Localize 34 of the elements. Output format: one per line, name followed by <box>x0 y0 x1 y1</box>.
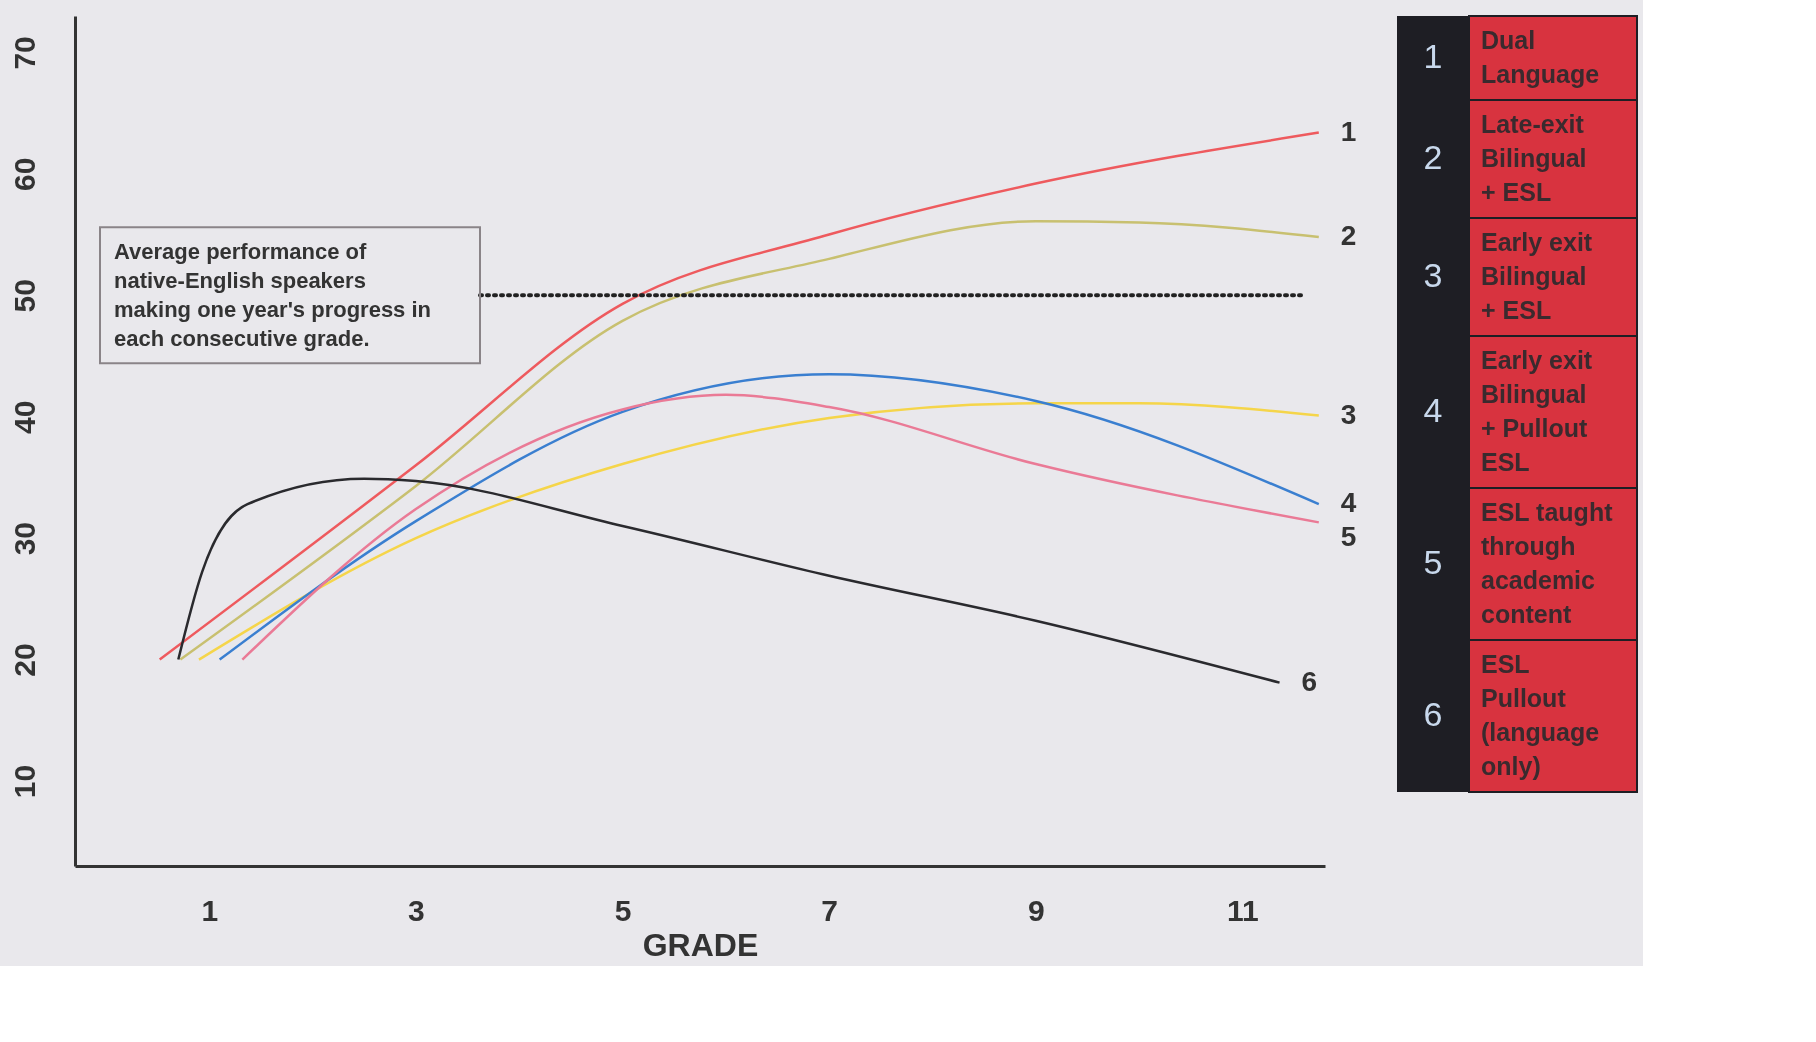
text: 3 <box>1340 398 1357 430</box>
y-tick-label: 70 <box>7 36 41 70</box>
text: 5 <box>1423 543 1443 581</box>
y-tick-label: 30 <box>7 521 41 556</box>
text: Early exit Bilingual + Pullout ESL <box>1481 346 1593 476</box>
line-series <box>177 477 1281 684</box>
y-tick-label: 10 <box>7 764 41 799</box>
y-tick-label: 50 <box>7 279 41 313</box>
annotation: 6 <box>1301 665 1318 697</box>
x-tick-label: 11 <box>1227 893 1259 927</box>
text: 4 <box>1423 391 1443 429</box>
text: 6 <box>1423 695 1443 733</box>
text: 3 <box>1423 256 1443 294</box>
text: 4 <box>1340 487 1357 519</box>
x-tick-label: 5 <box>614 893 632 927</box>
x-tick-label: 3 <box>408 893 425 927</box>
text: ESL Pullout (language only) <box>1481 650 1600 780</box>
y-tick-label: 40 <box>7 400 41 434</box>
x-tick-label: 1 <box>201 893 219 927</box>
text: 5 <box>1340 521 1357 553</box>
x-tick-label: 9 <box>1027 893 1045 927</box>
text: ESL taught through academic content <box>1481 498 1614 628</box>
text: 2 <box>1423 138 1443 176</box>
text: 1 <box>1423 37 1443 75</box>
text: 2 <box>1340 220 1357 251</box>
text: 1 <box>1340 115 1357 147</box>
x-axis-title: GRADE <box>642 926 759 963</box>
text: Dual Language <box>1481 26 1600 88</box>
ref-line-label: Average performance of native-English speakers making one year's progress in each consecutive grade. <box>114 238 432 351</box>
y-tick-label: 20 <box>7 643 41 677</box>
x-tick-label: 7 <box>821 893 838 927</box>
text: Late-exit Bilingual + ESL <box>1481 110 1587 206</box>
y-tick-label: 60 <box>7 157 41 192</box>
text: Early exit Bilingual + ESL <box>1481 228 1593 324</box>
